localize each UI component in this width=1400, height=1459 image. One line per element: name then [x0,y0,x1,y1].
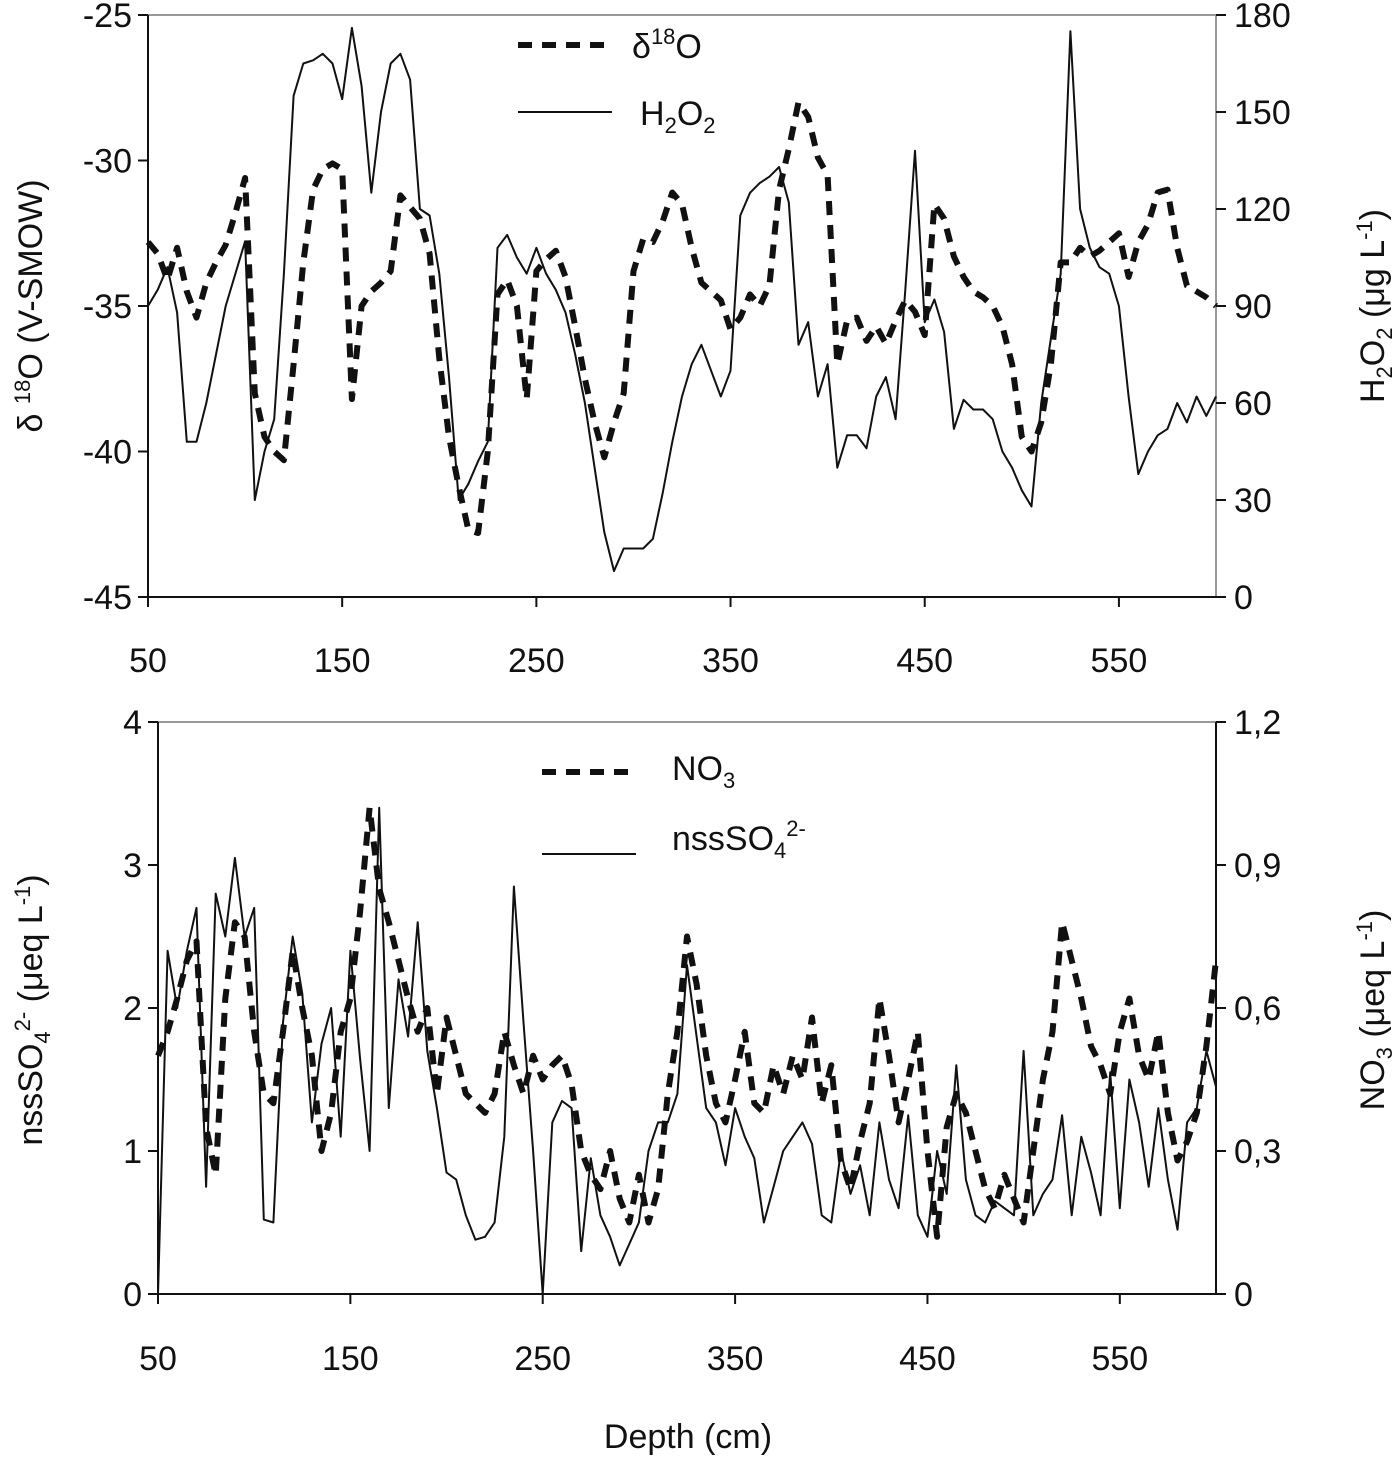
bottom-left-y-ticks: 4 3 2 1 0 [123,704,158,1314]
y-right-tick-label: 90 [1234,288,1272,326]
legend-label-h2o2: H2O2 [640,95,716,138]
bottom-right-y-ticks: 1,2 0,9 0,6 0,3 0 [1216,704,1281,1314]
x-axis-label: Depth (cm) [604,1418,772,1456]
y-right-tick-label: 0,6 [1234,990,1281,1028]
y-right-tick-label: 0,3 [1234,1133,1281,1171]
top-right-y-ticks: 180 150 120 90 60 30 0 [1216,0,1291,617]
bottom-x-ticks: 50 150 250 350 450 550 [139,1294,1148,1378]
x-tick-label: 550 [1091,1340,1148,1378]
series-line-h2o2 [147,26,1217,573]
x-tick-label: 250 [508,642,565,680]
y-left-tick-label: 4 [123,704,142,742]
y-right-tick-label: 120 [1234,191,1291,229]
y-left-tick-label: 2 [123,990,142,1028]
y-right-tick-label: 0 [1234,579,1253,617]
y-right-tick-label: 180 [1234,0,1291,35]
x-tick-label: 350 [707,1340,764,1378]
x-tick-label: 150 [314,642,371,680]
legend-label-nsso4: nssSO42- [672,816,806,863]
bottom-panel: 50 150 250 350 450 550 4 3 2 1 0 1,2 0,9 0,6 0,3 0 ns… [10,704,1397,1456]
y-right-tick-label: 30 [1234,482,1272,520]
legend-label-no3: NO3 [672,750,735,793]
top-left-y-ticks: -25 -30 -35 -40 -45 [83,0,148,617]
y-left-tick-label: -25 [83,0,132,35]
x-tick-label: 350 [702,642,759,680]
x-tick-label: 150 [322,1340,379,1378]
y-right-tick-label: 0 [1234,1276,1253,1314]
y-right-tick-label: 1,2 [1234,704,1281,742]
x-tick-label: 50 [129,642,167,680]
y-left-tick-label: 0 [123,1276,142,1314]
x-tick-label: 550 [1091,642,1148,680]
y-left-tick-label: 3 [123,847,142,885]
y-left-tick-label: -35 [83,288,132,326]
top-legend: δ18O H2O2 [518,24,716,138]
x-tick-label: 50 [139,1340,177,1378]
top-x-ticks: 50 150 250 350 450 550 [129,597,1147,680]
y-right-tick-label: 60 [1234,385,1272,423]
bottom-right-y-axis-label: NO3 (μeq L-1) [1352,910,1397,1111]
top-left-y-axis-label: δ 18O (V-SMOW) [10,179,50,432]
bottom-left-y-axis-label: nssSO42- (μeq L-1) [10,874,55,1145]
x-tick-label: 450 [896,642,953,680]
bottom-legend: NO3 nssSO42- [542,750,806,863]
top-right-y-axis-label: H2O2 (μg L-1) [1352,209,1397,403]
legend-label-d18o: δ18O [632,24,702,66]
y-right-tick-label: 0,9 [1234,847,1281,885]
y-left-tick-label: 1 [123,1133,142,1171]
x-tick-label: 450 [899,1340,956,1378]
top-panel: 50 150 250 350 450 550 -25 -30 -35 -40 -45 180 150… [10,0,1397,680]
y-left-tick-label: -45 [83,579,132,617]
series-line-nsso4 [157,806,1217,1295]
y-left-tick-label: -30 [83,143,132,181]
series-line-d18o [145,99,1219,536]
y-right-tick-label: 150 [1234,94,1291,132]
x-tick-label: 250 [514,1340,571,1378]
y-left-tick-label: -40 [83,434,132,472]
series-line-no3 [155,804,1219,1240]
